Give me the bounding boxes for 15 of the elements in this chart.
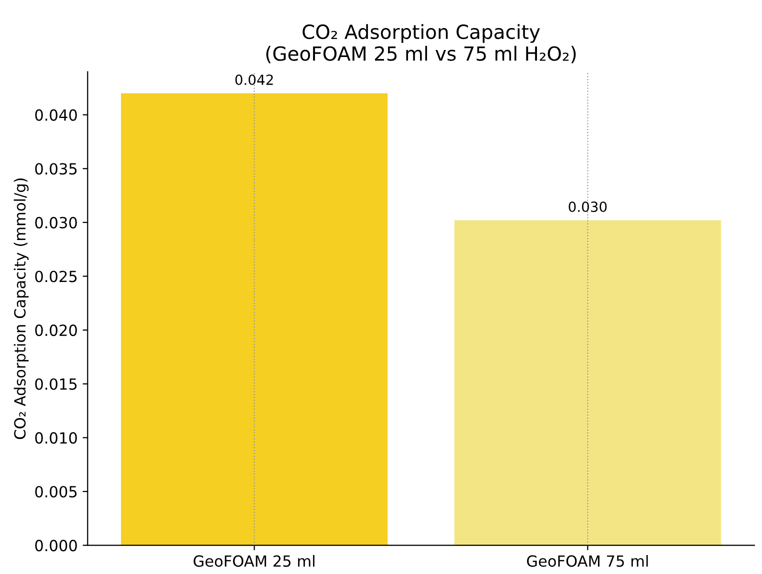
y-axis-title: CO₂ Adsorption Capacity (mmol/g) [14, 178, 29, 440]
y-tick-label: 0.005 [35, 486, 77, 498]
y-tick-label: 0.015 [35, 378, 77, 390]
y-tick-label: 0.025 [35, 270, 77, 282]
data-label: 0.042 [235, 74, 273, 86]
chart-title: CO₂ Adsorption Capacity (GeoFOAM 25 ml vs 75 ml H₂O₂) [266, 24, 576, 64]
y-tick-label: 0.040 [35, 109, 77, 121]
y-tick-label: 0.000 [35, 540, 77, 552]
x-tick-label: GeoFOAM 25 ml [194, 555, 314, 567]
y-tick-label: 0.010 [35, 432, 77, 444]
data-label: 0.030 [568, 202, 607, 212]
y-tick-label: 0.020 [35, 324, 77, 336]
y-tick-label: 0.030 [35, 216, 77, 228]
y-tick-label: 0.035 [35, 163, 77, 175]
x-tick-label: GeoFOAM 75 ml [527, 555, 648, 567]
